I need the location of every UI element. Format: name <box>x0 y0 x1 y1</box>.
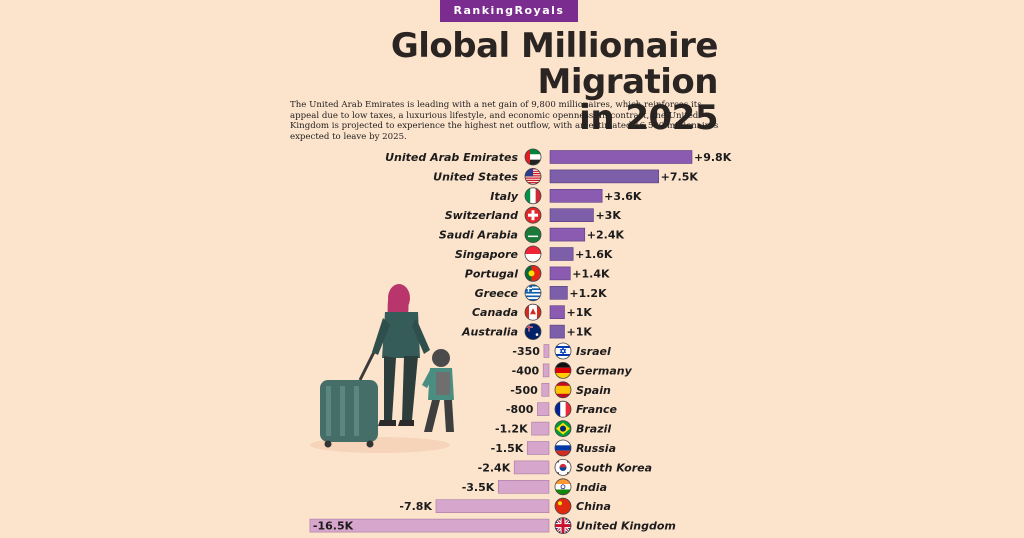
value-label: +1.4K <box>572 267 610 280</box>
france-flag-icon <box>554 400 572 418</box>
bar-india <box>497 479 550 494</box>
category-label: Canada <box>472 306 518 319</box>
category-label: Australia <box>461 326 518 339</box>
value-label: +1K <box>566 306 592 319</box>
category-label: Singapore <box>455 248 519 261</box>
bar-france <box>537 402 550 417</box>
category-label: Portugal <box>465 267 518 280</box>
bar-canada <box>549 305 565 320</box>
saudi-arabia-flag-icon <box>524 226 542 244</box>
bar-singapore <box>549 247 574 261</box>
traveler-with-child-and-suitcase-icon <box>310 284 454 453</box>
switzerland-flag-icon <box>524 206 542 224</box>
spain-flag-icon <box>554 381 572 399</box>
bar-united-kingdom <box>309 518 550 533</box>
bar-united-arab-emirates <box>549 150 693 164</box>
portugal-flag-icon <box>524 264 542 282</box>
description: The United Arab Emirates is leading with… <box>290 100 719 142</box>
canada-flag-icon <box>524 303 542 321</box>
bar-brazil <box>531 421 550 436</box>
brand-badge: RankingRoyals <box>440 0 578 22</box>
bar-china <box>435 499 550 514</box>
bar-portugal <box>549 266 571 281</box>
value-label: +9.8K <box>694 151 732 164</box>
category-label: Switzerland <box>445 209 518 222</box>
uk-flag-icon <box>554 517 572 534</box>
value-label: -800 <box>506 403 534 416</box>
israel-flag-icon <box>554 342 572 360</box>
title-line-2: in 2025 <box>579 98 718 138</box>
singapore-flag-icon <box>524 245 542 263</box>
category-label: France <box>576 403 618 416</box>
italy-flag-icon <box>524 187 542 205</box>
value-label: +1.6K <box>575 248 613 261</box>
category-label: Italy <box>490 190 519 203</box>
russia-flag-icon <box>554 439 572 457</box>
value-label: +1.2K <box>569 287 607 300</box>
title-line-1: Global Millionaire Migration <box>390 26 719 102</box>
bar-united-states <box>549 169 659 184</box>
value-label: -16.5K <box>313 520 354 533</box>
category-label: Brazil <box>576 423 611 436</box>
value-label: -1.2K <box>495 423 528 436</box>
value-label: -500 <box>510 384 538 397</box>
value-label: +1K <box>566 326 592 339</box>
south-korea-flag-icon <box>554 458 572 476</box>
category-label: India <box>576 481 607 494</box>
usa-flag-icon <box>524 167 542 185</box>
bar-italy <box>549 189 603 203</box>
page-title: Global Millionaire Migration in 2025 <box>270 26 719 138</box>
category-label: Germany <box>576 364 633 377</box>
bar-australia <box>549 324 565 339</box>
bar-saudi-arabia <box>549 227 586 242</box>
brazil-flag-icon <box>554 420 572 438</box>
bar-switzerland <box>549 208 594 222</box>
category-label: Russia <box>576 442 616 455</box>
bar-israel <box>543 344 550 358</box>
germany-flag-icon <box>554 361 572 379</box>
australia-flag-icon <box>524 323 542 341</box>
category-label: Spain <box>576 384 611 397</box>
value-label: -2.4K <box>478 461 511 474</box>
value-label: +2.4K <box>587 229 625 242</box>
value-label: -350 <box>512 345 540 358</box>
category-label: South Korea <box>576 461 652 474</box>
china-flag-icon <box>554 497 572 515</box>
value-label: -3.5K <box>462 481 495 494</box>
value-label: +7.5K <box>661 170 699 183</box>
value-label: +3.6K <box>604 190 642 203</box>
category-label: Israel <box>576 345 611 358</box>
value-label: -1.5K <box>491 442 524 455</box>
bar-greece <box>549 285 568 300</box>
greece-flag-icon <box>524 284 542 302</box>
category-label: Greece <box>475 287 519 300</box>
category-label: United States <box>433 170 518 183</box>
value-label: -400 <box>512 364 540 377</box>
india-flag-icon <box>554 478 572 496</box>
category-label: United Kingdom <box>576 520 676 533</box>
bar-spain <box>541 382 550 397</box>
bar-russia <box>526 441 550 455</box>
category-label: China <box>576 500 611 513</box>
value-label: +3K <box>595 209 621 222</box>
category-label: Saudi Arabia <box>439 229 518 242</box>
category-label: United Arab Emirates <box>385 151 518 164</box>
value-label: -7.8K <box>399 500 432 513</box>
uae-flag-icon <box>524 148 542 166</box>
bar-germany <box>542 363 550 378</box>
bar-south-korea <box>513 460 550 475</box>
